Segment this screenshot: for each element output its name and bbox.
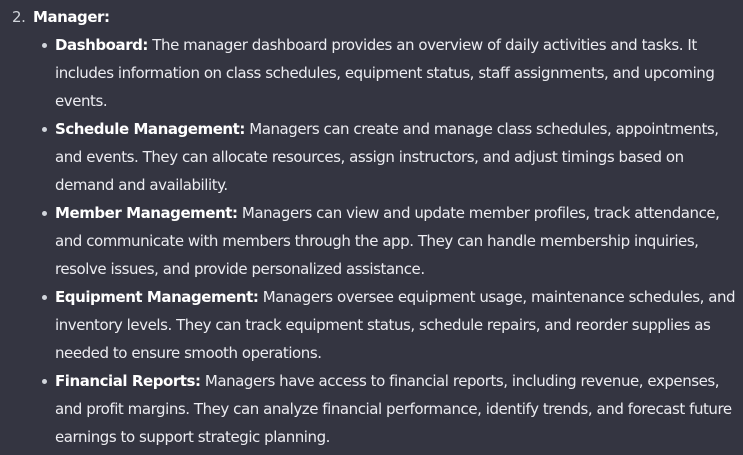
bullet-text: Managers can view and update member prof… <box>55 204 720 278</box>
bullet-text: Managers have access to financial report… <box>55 372 732 446</box>
bullet-item-equipment-management: Equipment Management: Managers oversee e… <box>42 283 741 367</box>
bullet-item-dashboard: Dashboard: The manager dashboard provide… <box>42 31 741 115</box>
bullet-item-schedule-management: Schedule Management: Managers can create… <box>42 115 741 199</box>
bullet-list: Dashboard: The manager dashboard provide… <box>42 31 741 451</box>
bullet-text: Managers can create and manage class sch… <box>55 120 719 194</box>
bullet-item-member-management: Member Management: Managers can view and… <box>42 199 741 283</box>
bullet-icon <box>42 127 47 132</box>
bullet-icon <box>42 379 47 384</box>
section-heading: Manager: <box>33 8 110 26</box>
bullet-text: Managers oversee equipment usage, mainte… <box>55 288 736 362</box>
list-number: 2. <box>12 8 26 26</box>
bullet-icon <box>42 43 47 48</box>
bullet-icon <box>42 295 47 300</box>
bullet-title: Dashboard: <box>55 36 148 54</box>
bullet-item-financial-reports: Financial Reports: Managers have access … <box>42 367 741 451</box>
bullet-text: The manager dashboard provides an overvi… <box>55 36 715 110</box>
bullet-title: Member Management: <box>55 204 238 222</box>
bullet-title: Financial Reports: <box>55 372 201 390</box>
bullet-title: Schedule Management: <box>55 120 245 138</box>
bullet-title: Equipment Management: <box>55 288 259 306</box>
bullet-icon <box>42 211 47 216</box>
